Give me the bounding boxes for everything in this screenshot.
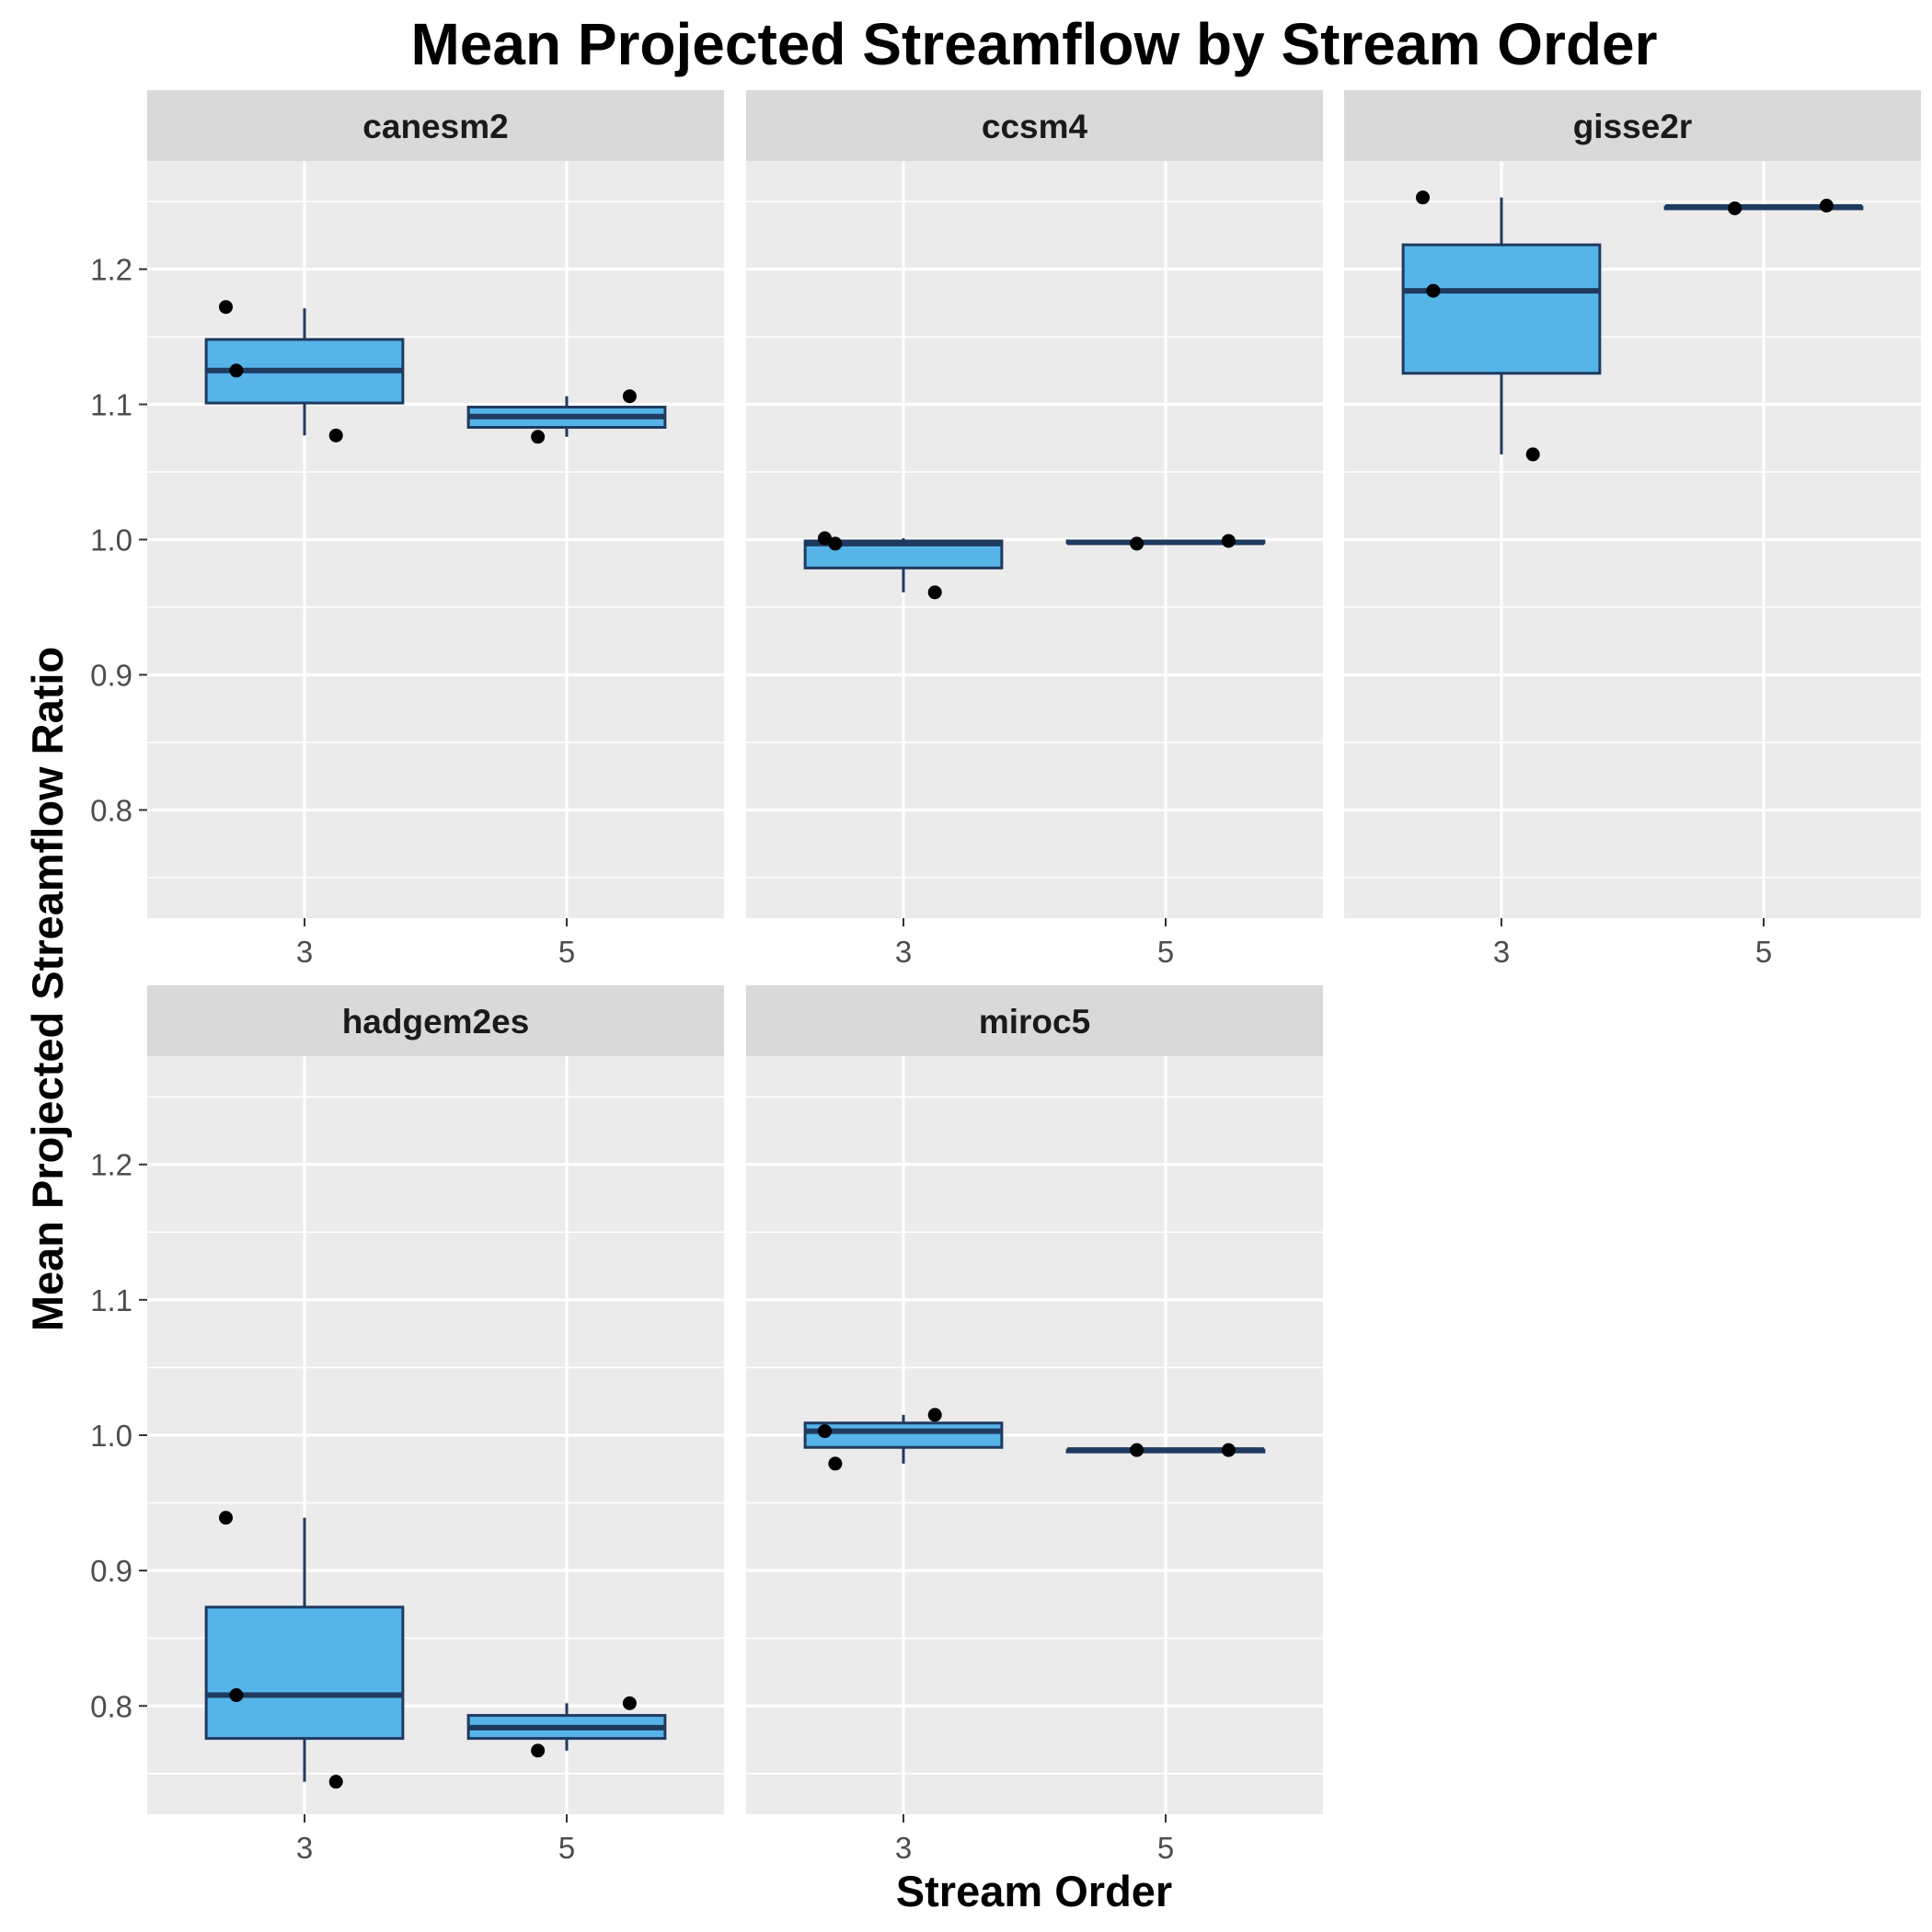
facet-hadgem2es: hadgem2es 0.8 0.9 1.0 1.1 1.2 3 5 (90, 985, 724, 1865)
data-point (219, 300, 233, 315)
data-point (531, 430, 546, 444)
facet-panels: canesm2 0.8 0.9 1.0 1.1 1.2 3 5 ccsm4 3 5 gisse2r 3 5… (90, 90, 1921, 1865)
boxplot-ccsm4-5 (1065, 534, 1266, 551)
x-tick-label: 3 (296, 1831, 313, 1865)
facet-strip (1344, 90, 1921, 161)
data-point (927, 1408, 942, 1422)
facet-strip-label: hadgem2es (342, 1003, 530, 1041)
y-axis-title: Mean Projected Streamflow Ratio (23, 647, 72, 1331)
facet-strip (147, 90, 724, 161)
data-point (219, 1511, 233, 1525)
x-tick-label: 5 (558, 1831, 575, 1865)
facet-strip-label: miroc5 (979, 1003, 1090, 1041)
boxplot-gisse2r-3 (1401, 190, 1602, 462)
y-tick-label: 1.0 (90, 523, 132, 558)
y-tick-label: 1.2 (90, 1148, 132, 1182)
x-tick-label: 3 (296, 935, 313, 969)
data-point (828, 1456, 843, 1471)
data-point (328, 428, 343, 443)
data-point (1819, 198, 1834, 213)
x-tick-label: 5 (558, 935, 575, 969)
x-tick-label: 3 (1493, 935, 1510, 969)
facet-strip-label: ccsm4 (982, 108, 1088, 145)
data-point (1426, 283, 1441, 298)
facet-strip (746, 90, 1323, 161)
facet-strip-label: gisse2r (1573, 108, 1693, 145)
data-point (1130, 536, 1144, 551)
y-tick-label: 1.1 (90, 388, 132, 422)
data-point (229, 1688, 244, 1703)
boxplot-canesm2-5 (466, 389, 667, 444)
boxplot-gisse2r-5 (1663, 198, 1864, 215)
facet-miroc5: miroc5 3 5 (746, 985, 1323, 1865)
facet-ccsm4: ccsm4 3 5 (746, 90, 1323, 969)
data-point (927, 585, 942, 600)
y-tick-label: 0.8 (90, 1689, 132, 1723)
facet-strip-label: canesm2 (362, 108, 508, 145)
facet-strip (746, 985, 1323, 1056)
x-axis-title: Stream Order (896, 1867, 1172, 1915)
y-tick-label: 0.9 (90, 658, 132, 692)
y-tick-label: 1.1 (90, 1283, 132, 1317)
data-point (1728, 201, 1742, 215)
x-tick-label: 5 (1157, 1831, 1174, 1865)
x-tick-label: 5 (1157, 935, 1174, 969)
x-tick-label: 3 (895, 1831, 912, 1865)
facet-canesm2: canesm2 0.8 0.9 1.0 1.1 1.2 3 5 (90, 90, 724, 969)
data-point (1130, 1443, 1144, 1457)
box-iqr (803, 1421, 1004, 1449)
chart-title: Mean Projected Streamflow by Stream Orde… (410, 11, 1657, 77)
data-point (1416, 190, 1430, 205)
data-point (1221, 534, 1236, 548)
y-tick-label: 0.8 (90, 793, 132, 827)
data-point (1525, 447, 1540, 462)
boxplot-canesm2-3 (204, 300, 405, 443)
y-tick-label: 0.9 (90, 1554, 132, 1588)
y-tick-label: 1.0 (90, 1419, 132, 1453)
x-tick-label: 5 (1755, 935, 1772, 969)
facet-gisse2r: gisse2r 3 5 (1344, 90, 1921, 969)
box-iqr (204, 1605, 405, 1741)
y-tick-label: 1.2 (90, 253, 132, 287)
data-point (531, 1743, 546, 1758)
boxplot-hadgem2es-3 (204, 1511, 405, 1789)
data-point (828, 536, 843, 551)
data-point (622, 1696, 637, 1710)
data-point (229, 363, 244, 378)
box-iqr (1401, 243, 1602, 375)
data-point (1221, 1443, 1236, 1457)
facet-strip (147, 985, 724, 1056)
boxplot-hadgem2es-5 (466, 1696, 667, 1758)
boxplot-miroc5-5 (1065, 1443, 1266, 1457)
x-tick-label: 3 (895, 935, 912, 969)
boxplot-ccsm4-3 (803, 531, 1004, 600)
data-point (818, 531, 832, 546)
data-point (818, 1424, 832, 1439)
data-point (328, 1775, 343, 1789)
boxplot-miroc5-3 (803, 1408, 1004, 1471)
data-point (622, 389, 637, 404)
